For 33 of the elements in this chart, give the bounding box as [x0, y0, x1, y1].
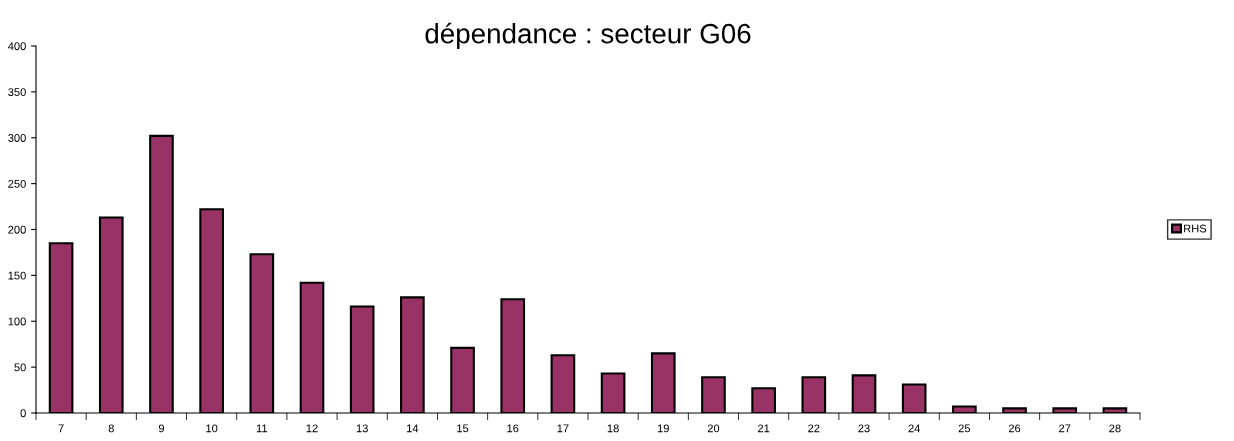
x-tick-label: 9 — [158, 424, 165, 433]
x-tick-label: 15 — [457, 424, 469, 433]
x-tick-label: 7 — [58, 424, 64, 433]
x-tick-label: 25 — [958, 424, 971, 433]
x-tick-label: 16 — [507, 424, 519, 433]
x-tick-label: 22 — [808, 424, 820, 433]
x-tick-label: 10 — [206, 424, 218, 433]
x-tick-label: 19 — [657, 424, 669, 433]
y-tick-label: 350 — [8, 88, 26, 97]
x-tick-label: 24 — [908, 424, 921, 433]
chart-title: dépendance : secteur G06 — [425, 22, 751, 49]
x-tick-label: 21 — [758, 424, 770, 433]
x-tick-label: 26 — [1008, 424, 1021, 433]
y-tick-label: 400 — [8, 42, 26, 51]
y-tick-label: 0 — [20, 409, 26, 418]
y-tick-label: 100 — [8, 317, 26, 326]
x-tick-label: 8 — [108, 424, 114, 433]
x-tick-label: 11 — [256, 424, 268, 433]
y-tick-label: 50 — [14, 363, 26, 372]
x-tick-label: 20 — [707, 424, 720, 433]
x-tick-label: 23 — [858, 424, 870, 433]
x-tick-label: 13 — [356, 424, 368, 433]
x-tick-label: 28 — [1109, 424, 1121, 433]
x-tick-label: 14 — [407, 424, 419, 433]
x-tick-label: 12 — [306, 424, 318, 433]
x-tick-label: 27 — [1059, 424, 1071, 433]
legend-label: RHS — [1184, 224, 1207, 233]
y-tick-label: 150 — [8, 271, 26, 280]
x-tick-label: 17 — [557, 424, 569, 433]
y-tick-label: 200 — [8, 225, 26, 234]
y-tick-label: 300 — [8, 134, 26, 142]
y-tick-label: 250 — [8, 179, 26, 188]
x-tick-label: 18 — [607, 424, 619, 433]
